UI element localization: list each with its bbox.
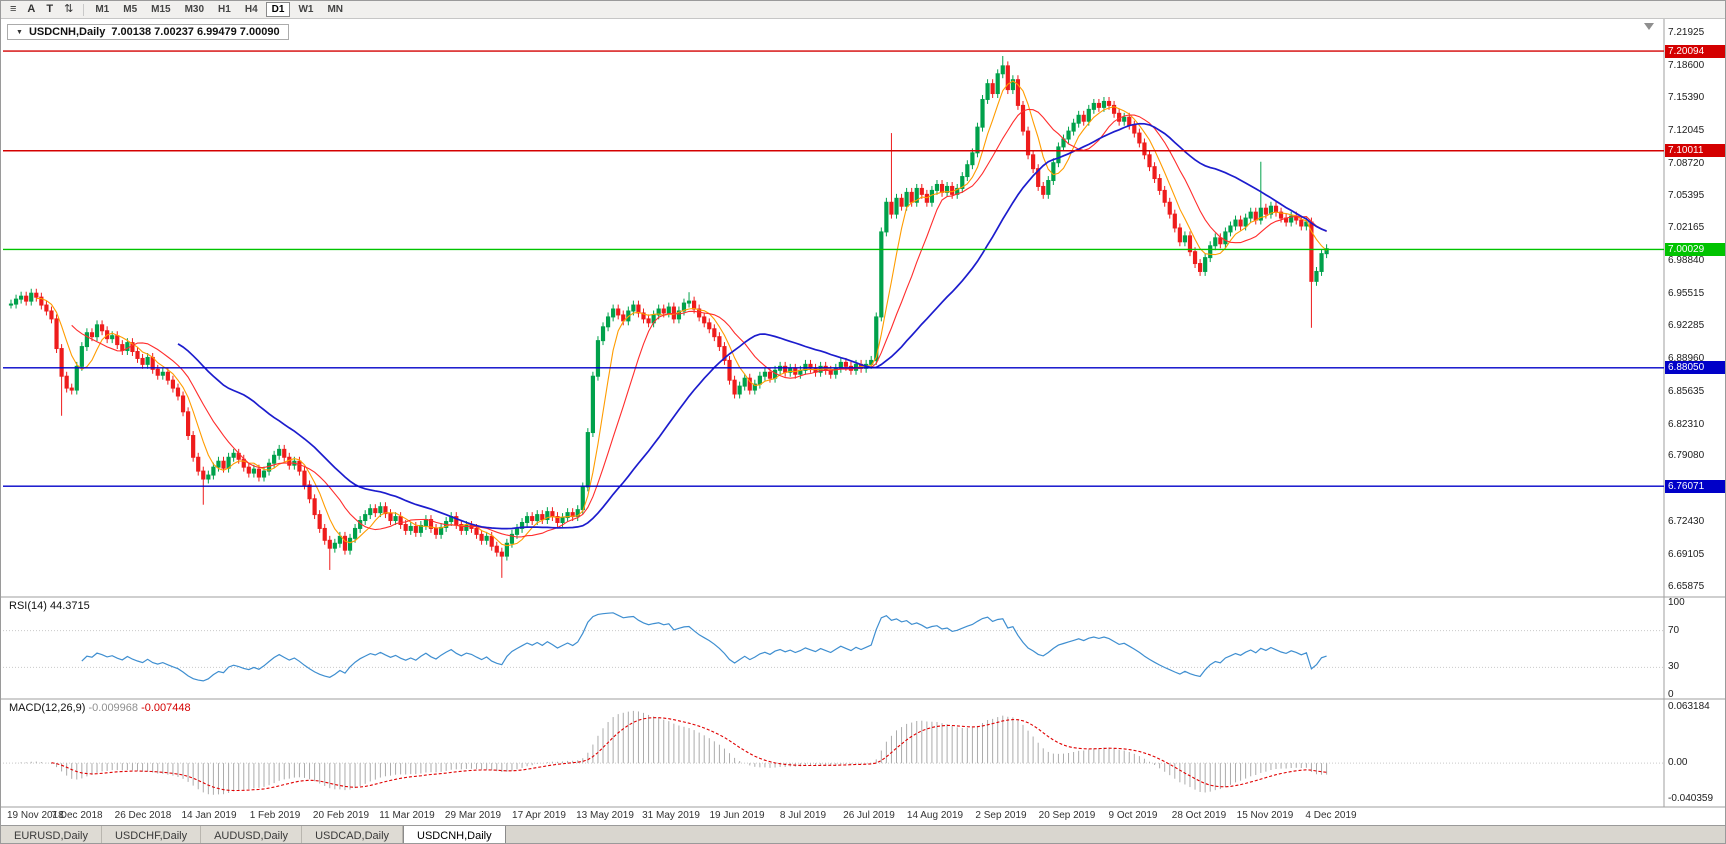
timeframe-m5[interactable]: M5 — [117, 2, 143, 17]
annotation-a-button[interactable]: A — [22, 2, 40, 18]
price-axis-label: 6.79080 — [1668, 450, 1705, 462]
price-axis-label: 6.82310 — [1668, 418, 1705, 430]
chart-shift-marker[interactable] — [1644, 23, 1654, 30]
macd-main-value: -0.009968 — [88, 702, 139, 714]
date-axis-label: 20 Feb 2019 — [312, 810, 370, 821]
arrows-glyph: ⇅ — [64, 3, 74, 15]
tab-eurusd-daily[interactable]: EURUSD,Daily — [1, 826, 102, 843]
date-axis-label: 13 May 2019 — [576, 810, 634, 821]
date-axis-label: 26 Dec 2018 — [114, 810, 172, 821]
timeframe-mn[interactable]: MN — [321, 2, 349, 17]
price-axis-label: 7.05395 — [1668, 190, 1705, 202]
ma-line-13[interactable] — [71, 108, 1327, 538]
hline-price-tag: 6.88050 — [1665, 361, 1725, 375]
date-axis-label: 15 Nov 2019 — [1236, 810, 1294, 821]
price-axis-label: 6.85635 — [1668, 385, 1705, 397]
hline-price-tag: 6.76071 — [1665, 479, 1725, 493]
date-axis-label: 19 Jun 2019 — [709, 810, 765, 821]
rsi-axis-label: 100 — [1668, 597, 1685, 608]
tab-usdchf-daily[interactable]: USDCHF,Daily — [101, 826, 202, 843]
price-axis-label: 6.72430 — [1668, 516, 1705, 528]
date-axis-label: 8 Jul 2019 — [779, 810, 827, 821]
macd-label: MACD(12,26,9) -0.009968 -0.007448 — [9, 702, 191, 714]
toolbar-separator — [83, 3, 85, 16]
date-axis-label: 7 Dec 2018 — [51, 810, 103, 821]
timeframe-m30[interactable]: M30 — [179, 2, 210, 17]
macd-axis-label: 0.063184 — [1668, 701, 1710, 712]
timeframe-buttons: M1 M5 M15 M30 H1 H4 D1 W1 MN — [89, 2, 349, 17]
timeframe-h4[interactable]: H4 — [239, 2, 264, 17]
arrows-icon[interactable]: ⇅ — [59, 2, 78, 18]
tab-usdcnh-daily[interactable]: USDCNH,Daily — [403, 826, 506, 843]
timeframe-m15[interactable]: M15 — [145, 2, 176, 17]
date-axis-label: 28 Oct 2019 — [1171, 810, 1227, 821]
hline-price-tag: 7.00029 — [1665, 242, 1725, 256]
hline-price-tag: 7.10011 — [1665, 144, 1725, 158]
rsi-axis-label: 30 — [1668, 661, 1680, 673]
toolbar: ≡ A T ⇅ M1 M5 M15 M30 H1 H4 D1 W1 MN — [1, 1, 1725, 19]
price-axis-label: 6.95515 — [1668, 288, 1705, 300]
ma-line-6[interactable] — [36, 80, 1327, 547]
date-axis-label: 1 Feb 2019 — [249, 810, 301, 821]
text-t-button[interactable]: T — [41, 2, 58, 18]
price-axis-label: 6.98840 — [1668, 255, 1705, 267]
timeframe-m1[interactable]: M1 — [89, 2, 115, 17]
date-axis-label: 29 Mar 2019 — [444, 810, 502, 821]
date-axis-label: 20 Sep 2019 — [1038, 810, 1096, 821]
date-axis-label: 26 Jul 2019 — [843, 810, 895, 821]
chart-ohlc-values: 7.00138 7.00237 6.99479 7.00090 — [111, 26, 280, 38]
chart-title-box[interactable]: ▼ USDCNH,Daily 7.00138 7.00237 6.99479 7… — [7, 24, 289, 40]
macd-axis-label: -0.040359 — [1668, 793, 1714, 804]
chart-tabs-bar: EURUSD,Daily USDCHF,Daily AUDUSD,Daily USDC… — [1, 825, 1725, 843]
date-axis-label: 9 Oct 2019 — [1108, 810, 1158, 821]
date-axis-label: 14 Aug 2019 — [906, 810, 964, 821]
price-axis-label: 6.65875 — [1668, 581, 1705, 592]
price-axis-label: 6.88960 — [1668, 352, 1705, 364]
rsi-name: RSI(14) — [9, 600, 47, 612]
menu-icon[interactable]: ≡ — [5, 2, 21, 18]
price-axis-label: 6.69105 — [1668, 549, 1705, 561]
macd-histogram — [15, 710, 1328, 795]
price-axis-label: 7.08720 — [1668, 157, 1705, 169]
tab-audusd-daily[interactable]: AUDUSD,Daily — [201, 826, 303, 843]
rsi-line — [81, 612, 1327, 682]
date-axis-label: 11 Mar 2019 — [379, 810, 435, 821]
candlestick-series — [8, 55, 1329, 578]
date-axis-label: 2 Sep 2019 — [975, 810, 1027, 821]
timeframe-w1[interactable]: W1 — [292, 2, 319, 17]
symbol-dropdown-icon[interactable]: ▼ — [16, 28, 23, 36]
macd-name: MACD(12,26,9) — [9, 702, 86, 714]
timeframe-h1[interactable]: H1 — [212, 2, 237, 17]
price-axis-label: 7.18600 — [1668, 59, 1705, 71]
price-axis-label: 7.21925 — [1668, 27, 1705, 38]
rsi-axis-label: 70 — [1668, 624, 1680, 636]
price-axis-label: 7.15390 — [1668, 91, 1705, 103]
chart-symbol-title: USDCNH,Daily — [28, 26, 106, 38]
menu-glyph: ≡ — [10, 3, 17, 15]
macd-axis-label: 0.00 — [1668, 757, 1688, 769]
ma-line-34[interactable] — [177, 122, 1327, 530]
date-axis-label: 19 Nov 2018 — [7, 810, 64, 821]
price-axis-label: 6.92285 — [1668, 319, 1705, 331]
timeframe-d1[interactable]: D1 — [265, 2, 291, 17]
hline-price-tag: 7.20094 — [1665, 44, 1725, 58]
rsi-axis-label: 0 — [1668, 689, 1674, 700]
date-axis-label: 4 Dec 2019 — [1305, 810, 1357, 821]
macd-signal-line — [51, 717, 1327, 792]
price-axis-label: 7.12045 — [1668, 124, 1705, 136]
date-axis-label: 31 May 2019 — [642, 810, 700, 821]
date-axis-label: 14 Jan 2019 — [181, 810, 237, 821]
tab-usdcad-daily[interactable]: USDCAD,Daily — [302, 826, 404, 843]
price-axis-label: 7.02165 — [1668, 222, 1705, 234]
macd-signal-value: -0.007448 — [141, 702, 191, 714]
date-axis-label: 17 Apr 2019 — [512, 810, 566, 821]
rsi-current-value: 44.3715 — [49, 600, 90, 612]
rsi-label: RSI(14) 44.3715 — [9, 600, 90, 612]
